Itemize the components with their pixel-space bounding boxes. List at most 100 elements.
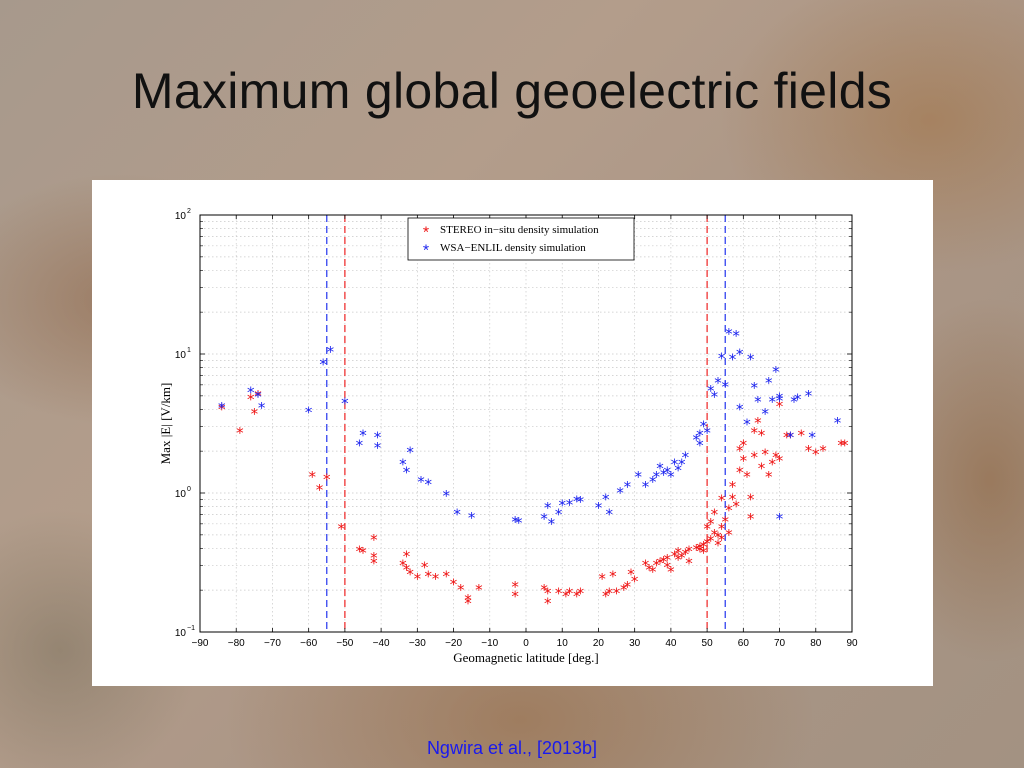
wsa-enlil-point: * — [808, 429, 816, 447]
stereo-point: * — [667, 563, 675, 581]
stereo-point: * — [251, 405, 259, 423]
stereo-point: * — [656, 555, 664, 573]
x-tick-label: −80 — [228, 638, 245, 649]
stereo-point: * — [703, 535, 711, 553]
stereo-point: * — [750, 424, 758, 442]
wsa-enlil-point: * — [305, 403, 313, 421]
stereo-point: * — [674, 544, 682, 562]
stereo-point: * — [685, 555, 693, 573]
stereo-point: * — [627, 565, 635, 583]
stereo-point: * — [743, 468, 751, 486]
x-tick-label: −30 — [409, 638, 426, 649]
x-axis-label: Geomagnetic latitude [deg.] — [453, 650, 598, 665]
stereo-point: * — [577, 584, 585, 602]
stereo-point: * — [660, 553, 668, 571]
x-tick-label: −10 — [481, 638, 498, 649]
wsa-enlil-point: * — [359, 426, 367, 444]
stereo-point: * — [729, 490, 737, 508]
wsa-enlil-point: * — [511, 513, 519, 531]
stereo-point: * — [841, 436, 849, 454]
x-tick-label: −50 — [336, 638, 353, 649]
stereo-point: * — [740, 436, 748, 454]
stereo-point: * — [424, 568, 432, 586]
wsa-enlil-point: * — [341, 395, 349, 413]
stereo-point: * — [649, 563, 657, 581]
stereo-point: * — [631, 573, 639, 591]
wsa-enlil-point: * — [765, 374, 773, 392]
stereo-point: * — [736, 464, 744, 482]
x-tick-label: 20 — [593, 638, 605, 649]
stereo-point: * — [399, 557, 407, 575]
stereo-point: * — [555, 584, 563, 602]
stereo-point: * — [758, 460, 766, 478]
wsa-enlil-point: * — [327, 343, 335, 361]
stereo-point: * — [671, 547, 679, 565]
wsa-enlil-point: * — [218, 399, 226, 417]
wsa-enlil-point: * — [515, 514, 523, 532]
stereo-point: * — [254, 387, 262, 405]
stereo-point: * — [761, 445, 769, 463]
stereo-point: * — [421, 559, 429, 577]
wsa-enlil-point: * — [616, 484, 624, 502]
x-tick-label: −60 — [300, 638, 317, 649]
stereo-point: * — [758, 426, 766, 444]
wsa-enlil-point: * — [776, 510, 784, 528]
stereo-point: * — [783, 429, 791, 447]
tick-labels: −90 −80 −70 −60 −50 −40 −30 −20 −10 0 10 20 30 40 50 60… — [175, 208, 858, 649]
chart-figure: * * * * * * * * * * * * * * * * * * * * * * * * * * * * * * * * * * * * * * * *… — [92, 180, 933, 686]
stereo-point: * — [566, 584, 574, 602]
wsa-enlil-point: * — [761, 405, 769, 423]
wsa-enlil-point: * — [772, 363, 780, 381]
legend: * STEREO in−situ density simulation * WS… — [407, 217, 635, 261]
y-tick-exponent: 0 — [187, 486, 191, 493]
legend-label-wsa-enlil: WSA−ENLIL density simulation — [440, 242, 586, 254]
y-tick-exponent: 1 — [187, 347, 191, 354]
stereo-point: * — [769, 456, 777, 474]
x-tick-label: −40 — [373, 638, 390, 649]
wsa-enlil-point: * — [674, 462, 682, 480]
wsa-enlil-point: * — [417, 473, 425, 491]
wsa-enlil-point: * — [606, 506, 614, 524]
stereo-point: * — [714, 528, 722, 546]
y-tick-label: 10 — [175, 211, 187, 222]
wsa-enlil-point: * — [656, 460, 664, 478]
stereo-point: * — [598, 570, 606, 588]
stereo-point: * — [356, 542, 364, 560]
y-tick-exponent: 2 — [187, 208, 191, 215]
x-tick-label: 0 — [523, 638, 529, 649]
wsa-enlil-point: * — [624, 478, 632, 496]
y-tick-label: 10 — [175, 350, 187, 361]
x-tick-label: 50 — [702, 638, 714, 649]
stereo-point: * — [819, 442, 827, 460]
stereo-point: * — [747, 490, 755, 508]
stereo-point: * — [573, 588, 581, 606]
wsa-enlil-point: * — [595, 499, 603, 517]
wsa-enlil-point: * — [374, 429, 382, 447]
stereo-point: * — [544, 584, 552, 602]
wsa-enlil-point: * — [700, 418, 708, 436]
x-tick-label: 30 — [629, 638, 641, 649]
x-tick-label: 70 — [774, 638, 786, 649]
stereo-point: * — [323, 471, 331, 489]
stereo-point: * — [457, 581, 465, 599]
stereo-point: * — [544, 595, 552, 613]
stereo-point: * — [750, 449, 758, 467]
wsa-enlil-point: * — [602, 490, 610, 508]
wsa-enlil-point: * — [714, 374, 722, 392]
stereo-point: * — [602, 588, 610, 606]
stereo-point: * — [443, 568, 451, 586]
stereo-point: * — [696, 539, 704, 557]
x-tick-label: 10 — [557, 638, 569, 649]
wsa-enlil-point: * — [776, 389, 784, 407]
scatter-plot: ************** **** *** * * * **** ** **** ** ****… — [158, 208, 858, 665]
wsa-enlil-point: * — [732, 327, 740, 345]
wsa-enlil-point: * — [468, 509, 476, 527]
x-tick-label: −70 — [264, 638, 281, 649]
wsa-enlil-point: * — [544, 499, 552, 517]
stereo-point: * — [606, 584, 614, 602]
stereo-point: * — [674, 551, 682, 569]
stereo-point: * — [464, 591, 472, 609]
wsa-enlil-point: * — [555, 506, 563, 524]
wsa-enlil-point: * — [566, 496, 574, 514]
stereo-point: * — [732, 497, 740, 515]
